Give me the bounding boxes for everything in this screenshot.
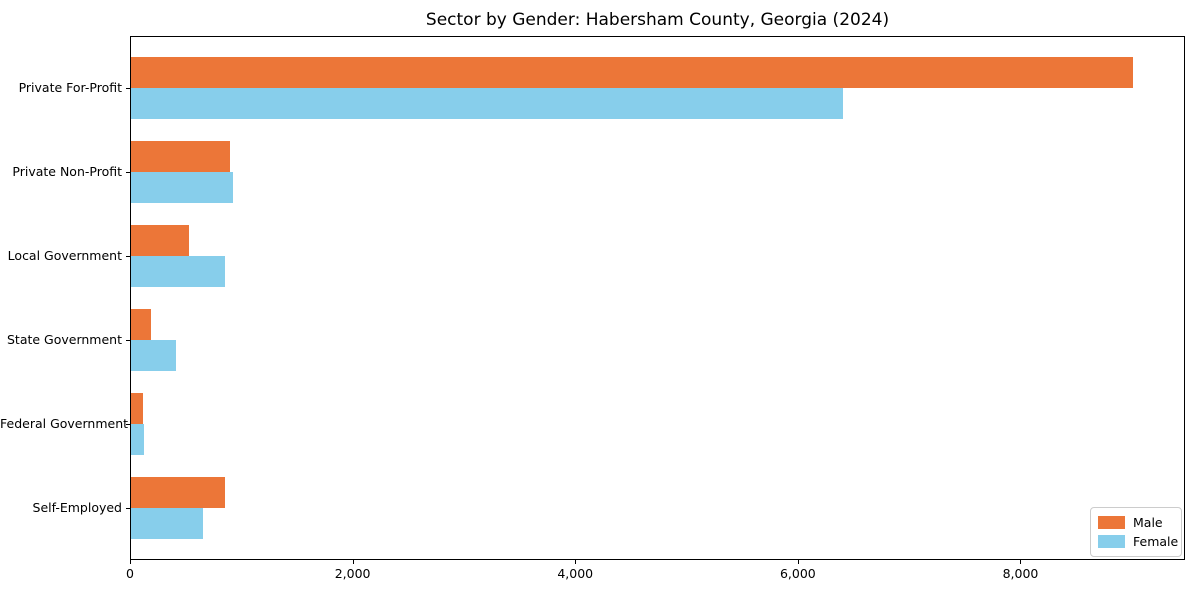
legend-label: Male — [1133, 515, 1163, 530]
y-tick-label: Private For-Profit — [18, 80, 122, 95]
x-tick-mark — [130, 560, 131, 564]
legend: Male Female — [1090, 507, 1182, 557]
y-tick-mark — [126, 172, 130, 173]
y-tick-mark — [126, 424, 130, 425]
y-tick-mark — [126, 340, 130, 341]
y-tick-mark — [126, 88, 130, 89]
bar-male-4 — [131, 309, 152, 340]
x-tick-mark — [575, 560, 577, 564]
y-tick-mark — [126, 256, 130, 257]
chart-title: Sector by Gender: Habersham County, Geor… — [425, 10, 890, 30]
bar-male-2 — [131, 141, 231, 172]
x-tick-mark — [1020, 560, 1022, 564]
bar-female-1 — [131, 88, 844, 119]
bar-female-4 — [131, 340, 176, 371]
y-tick-mark — [126, 508, 130, 509]
y-tick-label: State Government — [6, 332, 122, 347]
x-tick-label: 0 — [126, 566, 134, 581]
x-tick-label: 6,000 — [779, 566, 816, 581]
x-tick-mark — [352, 560, 354, 564]
x-tick-label: 4,000 — [557, 566, 594, 581]
y-tick-label: Private Non-Profit — [12, 164, 122, 179]
legend-swatch-male — [1098, 516, 1125, 529]
y-tick-label: Local Government — [7, 248, 122, 263]
bar-male-1 — [131, 57, 1133, 88]
y-tick-label: Self-Employed — [32, 500, 122, 515]
bar-male-3 — [131, 225, 189, 256]
legend-swatch-female — [1098, 535, 1125, 548]
plot-area — [130, 36, 1185, 560]
x-tick-mark — [797, 560, 799, 564]
y-tick-label: Federal Government — [0, 416, 129, 431]
x-tick-label: 8,000 — [1002, 566, 1039, 581]
bar-female-5 — [131, 424, 144, 455]
bar-male-5 — [131, 393, 143, 424]
bar-male-6 — [131, 477, 225, 508]
bar-female-6 — [131, 508, 204, 539]
legend-entry-male: Male — [1098, 513, 1173, 532]
bar-female-3 — [131, 256, 225, 287]
bar-female-2 — [131, 172, 234, 203]
x-tick-label: 2,000 — [334, 566, 371, 581]
legend-entry-female: Female — [1098, 532, 1178, 551]
legend-label: Female — [1133, 534, 1179, 549]
